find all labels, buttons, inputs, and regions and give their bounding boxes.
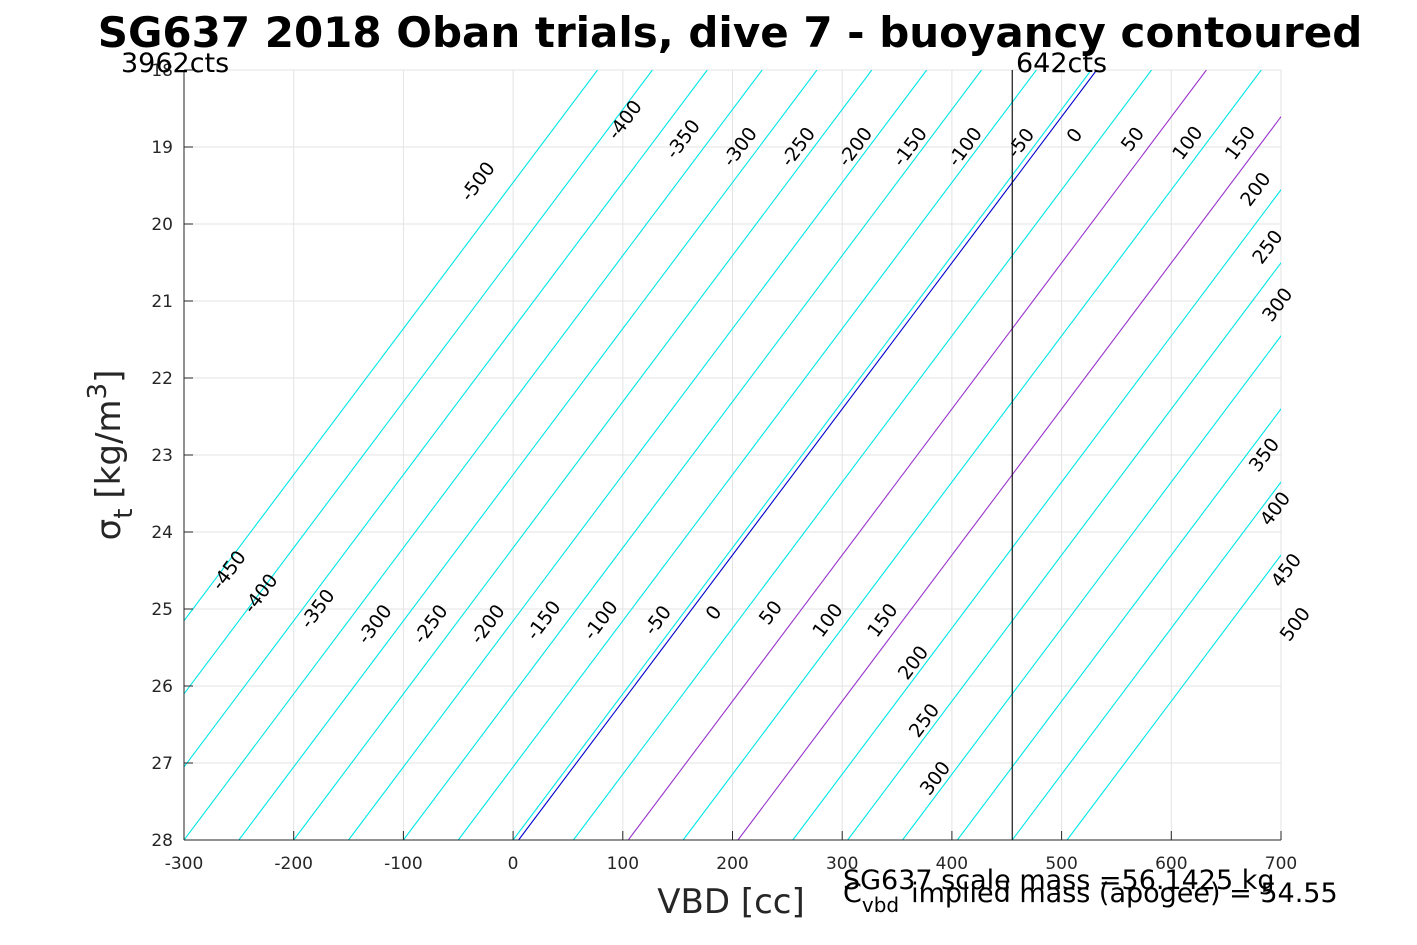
- contour-line-0: [518, 70, 1098, 840]
- scale-mass-note: SG637 scale mass =56.1425 kg: [843, 865, 1275, 896]
- contour-line-250: [792, 188, 1281, 840]
- corner-label-right: 642cts: [1016, 48, 1107, 79]
- contour-line-500: [1066, 554, 1281, 840]
- x-tick-label: 500: [1045, 854, 1077, 874]
- contour-line-150: [682, 70, 1262, 840]
- x-tick-label: 100: [607, 854, 639, 874]
- contour-line--500: [184, 70, 599, 622]
- implied-mass-text: implied mass (apogee) = 54.55: [911, 878, 1338, 909]
- y-axis-label: σt [kg/m3]: [83, 370, 139, 541]
- contour-line--300: [238, 70, 818, 840]
- x-tick-label: 700: [1265, 854, 1297, 874]
- x-tick-label: -100: [384, 854, 423, 874]
- y-tick-label: 19: [151, 138, 173, 158]
- contour-line--100: [457, 70, 1037, 840]
- y-tick-label: 18: [151, 61, 173, 81]
- implied-mass-subscript: vbd: [862, 893, 899, 917]
- contour-line--150: [402, 70, 982, 840]
- y-axis-label-units: [kg/m: [89, 399, 129, 498]
- contour-line-300: [847, 261, 1281, 840]
- implied-mass-note: Cvbd implied mass (apogee) = 54.55: [843, 878, 1338, 917]
- x-tick-label: 600: [1155, 854, 1187, 874]
- contour-label: 500: [1276, 603, 1315, 645]
- contour-line-400: [956, 408, 1281, 840]
- y-tick-label: 20: [151, 215, 173, 235]
- corner-label-left: 3962cts: [121, 48, 229, 79]
- contour-line--400: [184, 70, 708, 768]
- y-axis-label-close: ]: [89, 370, 129, 383]
- x-tick-label: 400: [936, 854, 968, 874]
- x-tick-label: 300: [826, 854, 858, 874]
- y-tick-label: 28: [151, 831, 173, 851]
- implied-mass-c: C: [843, 878, 862, 909]
- y-tick-label: 23: [151, 446, 173, 466]
- y-tick-label: 24: [151, 523, 173, 543]
- contour-line-200: [737, 115, 1281, 840]
- contour-line-50: [572, 70, 1152, 840]
- contour-line--50: [512, 70, 1092, 840]
- contour-line--450: [184, 70, 653, 695]
- y-axis-label-superscript: 3: [83, 383, 113, 400]
- y-tick-label: 21: [151, 292, 173, 312]
- contour-line-350: [902, 335, 1281, 840]
- x-tick-label: 0: [508, 854, 519, 874]
- x-tick-label: -300: [165, 854, 204, 874]
- contour-line--250: [293, 70, 873, 840]
- y-axis-label-subscript: t: [109, 509, 139, 519]
- contour-line--200: [348, 70, 928, 840]
- axes: -300 -200 -100 0 100 200 300 400 500 600 700 18 19 20…: [151, 61, 1297, 874]
- contour-line-450: [1011, 481, 1281, 840]
- x-axis-label: VBD [cc]: [657, 882, 805, 922]
- y-tick-label: 22: [151, 369, 173, 389]
- y-tick-label: 25: [151, 600, 173, 620]
- x-tick-label: 200: [716, 854, 748, 874]
- svg-text:σt[kg/m3]: σt [kg/m3]: [83, 370, 139, 541]
- contour-line--350: [184, 70, 763, 840]
- y-tick-label: 26: [151, 677, 173, 697]
- x-tick-label: -200: [274, 854, 313, 874]
- y-axis-label-sigma: σ: [89, 519, 129, 541]
- chart-title: SG637 2018 Oban trials, dive 7 - buoyanc…: [98, 8, 1363, 57]
- y-tick-label: 27: [151, 754, 173, 774]
- contour-lines: [184, 70, 1281, 840]
- contour-line-100: [627, 70, 1207, 840]
